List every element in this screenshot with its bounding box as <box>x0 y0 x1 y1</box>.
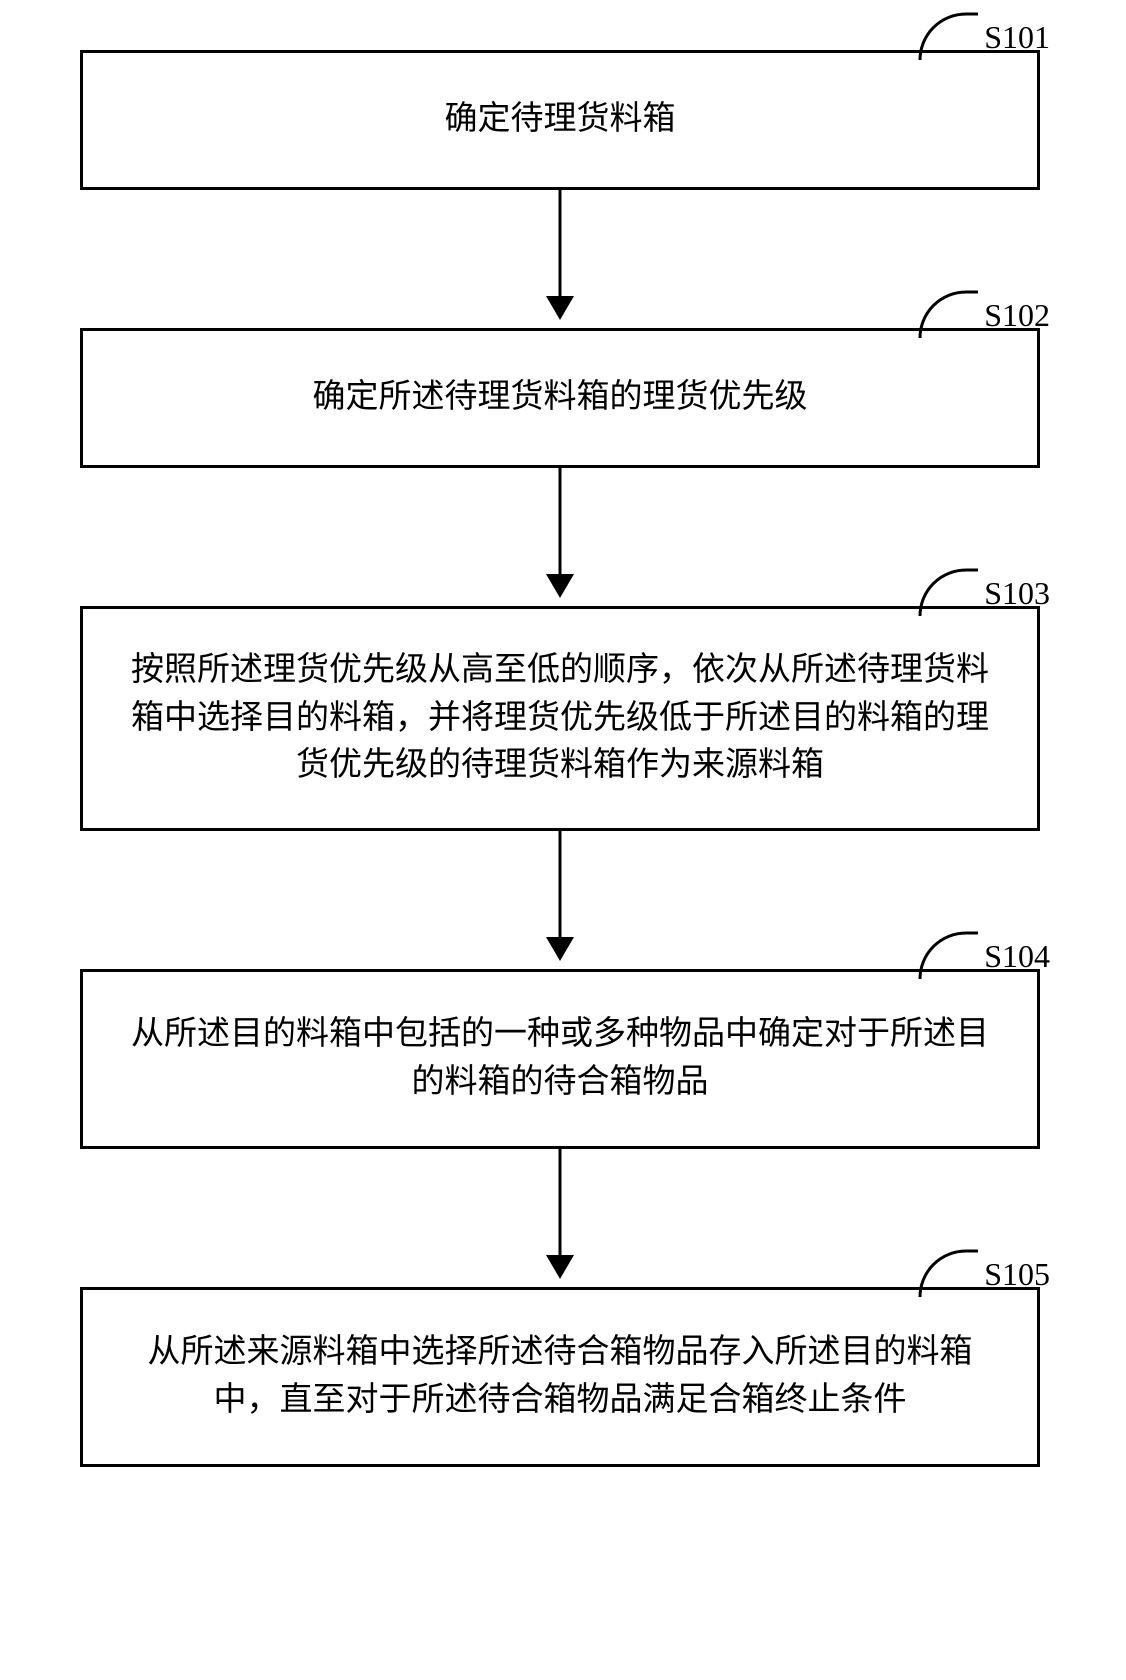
step-wrap-5: S105 从所述来源料箱中选择所述待合箱物品存入所述目的料箱中，直至对于所述待合… <box>80 1287 1040 1467</box>
arrow-4 <box>80 1149 1040 1279</box>
flow-box-text: 从所述目的料箱中包括的一种或多种物品中确定对于所述目的料箱的待合箱物品 <box>123 1011 997 1107</box>
flow-box-2: 确定所述待理货料箱的理货优先级 <box>80 328 1040 468</box>
arrow-2 <box>80 468 1040 598</box>
flow-box-text: 确定所述待理货料箱的理货优先级 <box>313 374 808 422</box>
step-wrap-4: S104 从所述目的料箱中包括的一种或多种物品中确定对于所述目的料箱的待合箱物品 <box>80 969 1040 1149</box>
step-wrap-1: S101 确定待理货料箱 <box>80 50 1040 190</box>
arrow-1 <box>80 190 1040 320</box>
flow-box-1: 确定待理货料箱 <box>80 50 1040 190</box>
step-label-3: S103 <box>918 568 1050 618</box>
flow-box-5: 从所述来源料箱中选择所述待合箱物品存入所述目的料箱中，直至对于所述待合箱物品满足… <box>80 1287 1040 1467</box>
bracket-icon <box>918 568 978 618</box>
bracket-icon <box>918 290 978 340</box>
step-code: S101 <box>984 19 1050 56</box>
bracket-icon <box>918 12 978 62</box>
flowchart-container: S101 确定待理货料箱 S102 确定所述待理货料箱的理货优先级 <box>80 50 1040 1467</box>
flow-box-text: 按照所述理货优先级从高至低的顺序，依次从所述待理货料箱中选择目的料箱，并将理货优… <box>123 647 997 791</box>
step-wrap-2: S102 确定所述待理货料箱的理货优先级 <box>80 328 1040 468</box>
bracket-icon <box>918 931 978 981</box>
bracket-icon <box>918 1249 978 1299</box>
step-code: S104 <box>984 938 1050 975</box>
step-code: S102 <box>984 297 1050 334</box>
step-label-5: S105 <box>918 1249 1050 1299</box>
step-code: S105 <box>984 1256 1050 1293</box>
step-label-1: S101 <box>918 12 1050 62</box>
step-wrap-3: S103 按照所述理货优先级从高至低的顺序，依次从所述待理货料箱中选择目的料箱，… <box>80 606 1040 831</box>
flow-box-text: 确定待理货料箱 <box>445 96 676 144</box>
step-label-2: S102 <box>918 290 1050 340</box>
flow-box-text: 从所述来源料箱中选择所述待合箱物品存入所述目的料箱中，直至对于所述待合箱物品满足… <box>123 1329 997 1425</box>
arrow-3 <box>80 831 1040 961</box>
flow-box-4: 从所述目的料箱中包括的一种或多种物品中确定对于所述目的料箱的待合箱物品 <box>80 969 1040 1149</box>
flow-box-3: 按照所述理货优先级从高至低的顺序，依次从所述待理货料箱中选择目的料箱，并将理货优… <box>80 606 1040 831</box>
step-label-4: S104 <box>918 931 1050 981</box>
step-code: S103 <box>984 575 1050 612</box>
